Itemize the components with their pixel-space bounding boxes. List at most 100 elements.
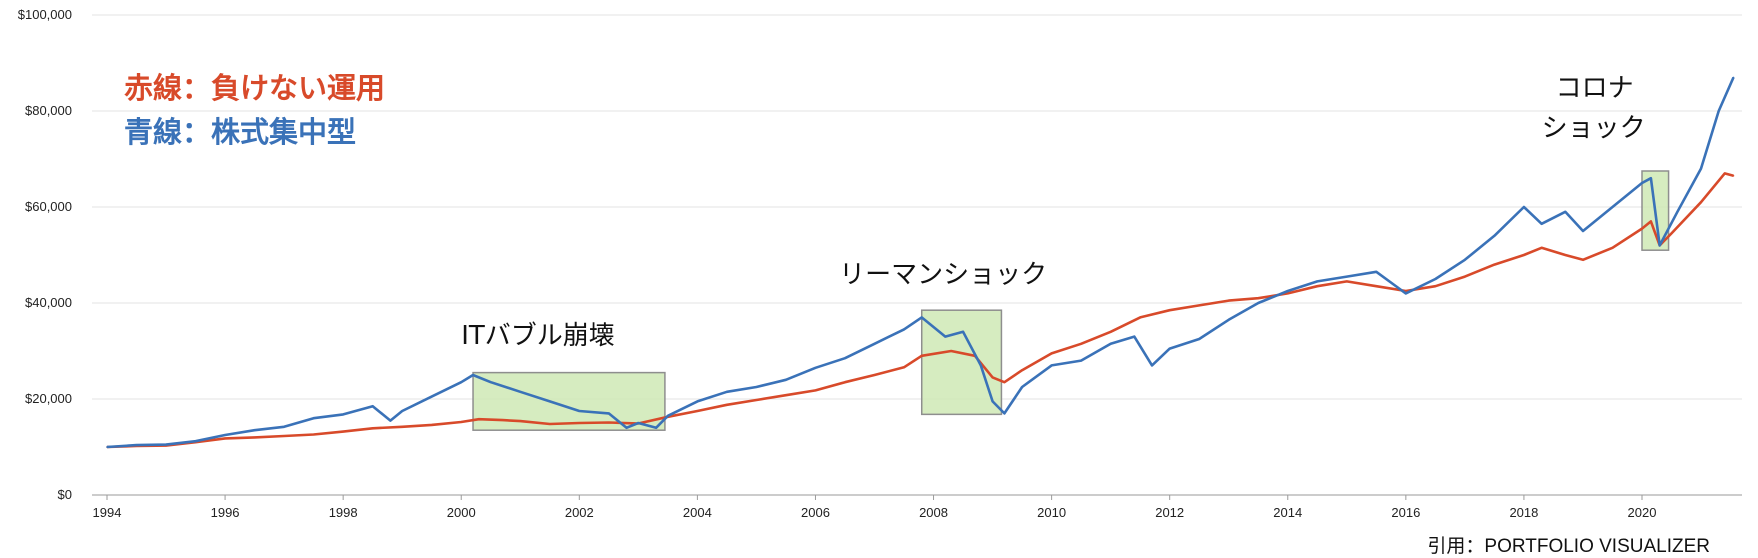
data-point	[844, 381, 846, 384]
data-point	[1287, 292, 1289, 295]
highlight-box	[472, 371, 666, 431]
data-point	[312, 433, 315, 436]
data-point	[903, 366, 905, 369]
data-point	[519, 391, 522, 393]
data-point	[873, 343, 876, 345]
data-point	[755, 386, 758, 388]
data-point	[920, 355, 923, 357]
x-tick-label: 1994	[93, 505, 122, 520]
data-point	[253, 429, 256, 432]
legend-entry: 赤線：負けない運用	[124, 71, 385, 105]
data-point	[920, 316, 923, 319]
data-point	[1003, 381, 1006, 384]
y-tick-label: $80,000	[25, 103, 72, 118]
data-point	[1287, 290, 1289, 292]
data-point	[224, 437, 226, 440]
data-point	[1346, 275, 1348, 278]
data-point	[814, 367, 817, 369]
data-point	[1650, 177, 1652, 179]
data-point	[194, 440, 197, 443]
data-point	[1523, 206, 1525, 208]
y-tick-label: $0	[58, 487, 72, 502]
data-point	[1003, 412, 1006, 415]
crisis-label: コロナショック	[1542, 74, 1646, 144]
data-point	[472, 374, 474, 376]
data-point	[430, 424, 433, 426]
data-point	[1670, 232, 1673, 235]
data-point	[1434, 285, 1437, 288]
data-point	[224, 434, 226, 436]
y-axis: $0 $20,000 $40,000 $60,000 $80,000 $100,000	[18, 7, 72, 502]
x-tick-label: 2020	[1628, 505, 1657, 520]
x-tick-label: 2016	[1391, 505, 1420, 520]
data-point	[1050, 352, 1053, 355]
data-point	[1133, 335, 1136, 338]
data-point	[1523, 254, 1525, 256]
data-point	[785, 379, 787, 381]
data-point	[667, 415, 669, 417]
data-point	[1080, 343, 1082, 345]
crisis-label: ITバブル崩壊	[461, 321, 615, 351]
data-point	[253, 436, 256, 439]
data-point	[1582, 230, 1584, 232]
data-point	[1464, 275, 1466, 278]
data-point	[1405, 292, 1407, 295]
data-point	[135, 444, 138, 446]
data-point	[106, 446, 108, 448]
data-point	[1732, 175, 1735, 177]
data-point	[1227, 319, 1230, 321]
data-point	[1021, 369, 1023, 372]
data-point	[1464, 259, 1466, 261]
source-credit: 引用：PORTFOLIO VISUALIZER	[1427, 535, 1710, 557]
data-point	[726, 404, 728, 406]
data-point	[1109, 331, 1112, 333]
data-point	[726, 391, 728, 393]
data-point	[1700, 167, 1702, 170]
data-point	[1732, 76, 1735, 79]
data-point	[950, 350, 952, 352]
data-point	[991, 376, 994, 379]
data-point	[501, 419, 504, 421]
data-point	[944, 335, 947, 338]
data-point	[1650, 220, 1652, 223]
data-point	[755, 399, 758, 401]
data-point	[814, 389, 817, 392]
data-point	[1346, 280, 1348, 283]
data-point	[1641, 182, 1643, 184]
data-point	[1139, 316, 1141, 319]
data-point	[1540, 247, 1543, 249]
data-point	[371, 405, 374, 408]
data-point	[401, 426, 404, 428]
y-tick-label: $20,000	[25, 391, 72, 406]
data-point	[1080, 359, 1082, 362]
legend-entry: 青線：株式集中型	[124, 115, 356, 149]
data-point	[1717, 110, 1720, 112]
data-point	[1151, 364, 1153, 367]
data-point	[608, 421, 610, 424]
data-point	[1168, 347, 1171, 350]
data-point	[1257, 302, 1260, 304]
data-point	[283, 426, 285, 428]
data-point	[283, 435, 285, 437]
x-tick-label: 1996	[211, 505, 240, 520]
y-tick-label: $100,000	[18, 7, 72, 22]
data-point	[1611, 206, 1614, 208]
crisis-label: リーマンショック	[839, 260, 1047, 290]
crisis-highlights	[472, 170, 1670, 431]
series-line-blue	[106, 76, 1735, 449]
data-point	[1493, 263, 1496, 266]
data-point	[1257, 297, 1260, 300]
data-point	[460, 421, 463, 423]
data-point	[1109, 343, 1112, 345]
data-point	[980, 364, 982, 367]
x-tick-label: 2002	[565, 505, 594, 520]
y-tick-label: $40,000	[25, 295, 72, 310]
data-point	[1316, 280, 1319, 283]
data-point	[1582, 259, 1584, 261]
data-point	[1375, 285, 1378, 288]
x-axis: 1994 1996 1998 2000 2002 2004 2006 2008 2010 2012…	[93, 495, 1657, 520]
data-point	[342, 430, 345, 433]
data-point	[371, 427, 374, 430]
